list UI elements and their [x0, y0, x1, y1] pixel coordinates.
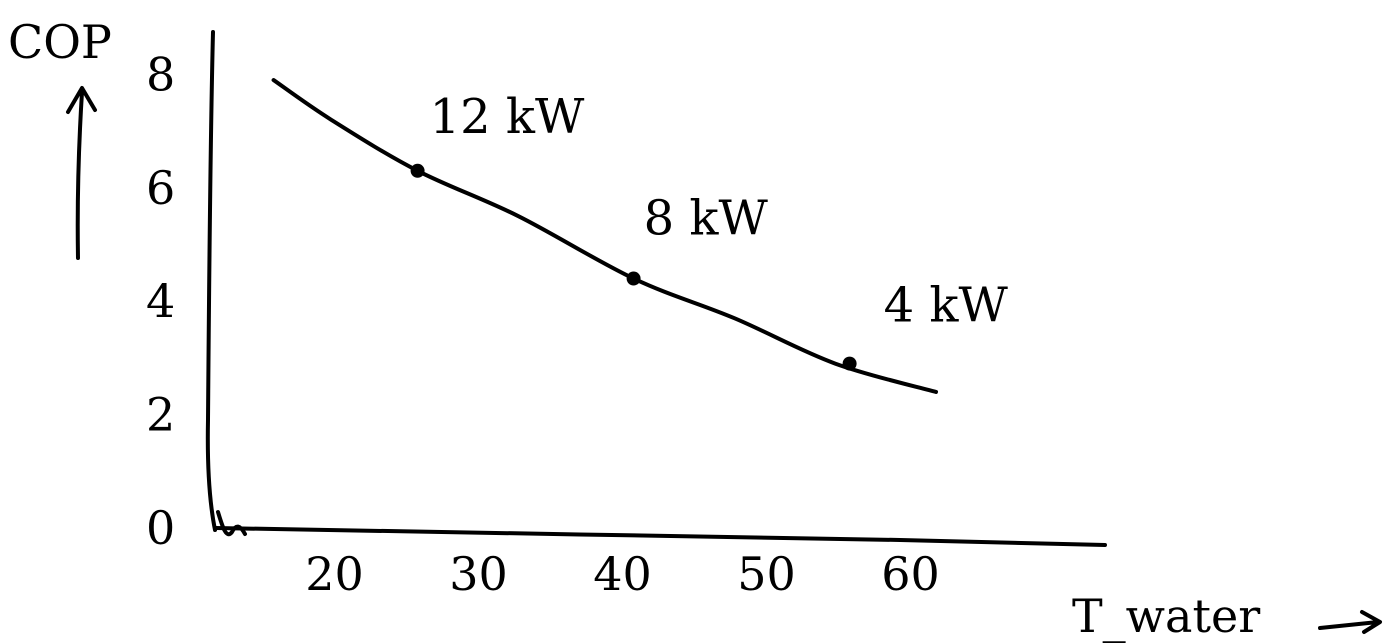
y-tick-label: 4	[146, 274, 175, 328]
x-tick-label: 30	[449, 547, 508, 601]
operating-point-label: 8 kW	[644, 191, 769, 247]
y-axis-arrow	[66, 86, 97, 260]
x-axis-arrow	[1318, 610, 1382, 634]
y-tick-label: 8	[146, 47, 175, 101]
x-axis-label: T_water	[1072, 589, 1260, 643]
y-axis-label: COP	[8, 15, 112, 69]
operating-point-marker	[410, 163, 425, 178]
x-tick-label: 50	[737, 547, 796, 601]
x-tick-labels: 20 30 40 50 60	[305, 547, 940, 601]
cop-curve-line	[271, 78, 938, 394]
operating-point-label: 12 kW	[430, 89, 585, 145]
x-axis-line	[214, 526, 1107, 547]
operating-point-marker	[626, 271, 641, 286]
y-tick-label: 0	[146, 501, 175, 555]
y-tick-labels: 0 2 4 6 8	[146, 47, 175, 555]
operating-points: 12 kW 8 kW 4 kW	[410, 89, 1009, 371]
origin-squiggle	[216, 510, 247, 537]
operating-point-label: 4 kW	[884, 278, 1009, 334]
y-tick-label: 6	[146, 161, 175, 215]
cop-curve-group	[271, 78, 938, 394]
x-tick-label: 60	[881, 547, 940, 601]
y-tick-label: 2	[146, 388, 175, 442]
y-axis-line	[205, 30, 217, 532]
x-tick-label: 20	[305, 547, 364, 601]
x-tick-label: 40	[593, 547, 652, 601]
operating-point-marker	[842, 356, 857, 371]
